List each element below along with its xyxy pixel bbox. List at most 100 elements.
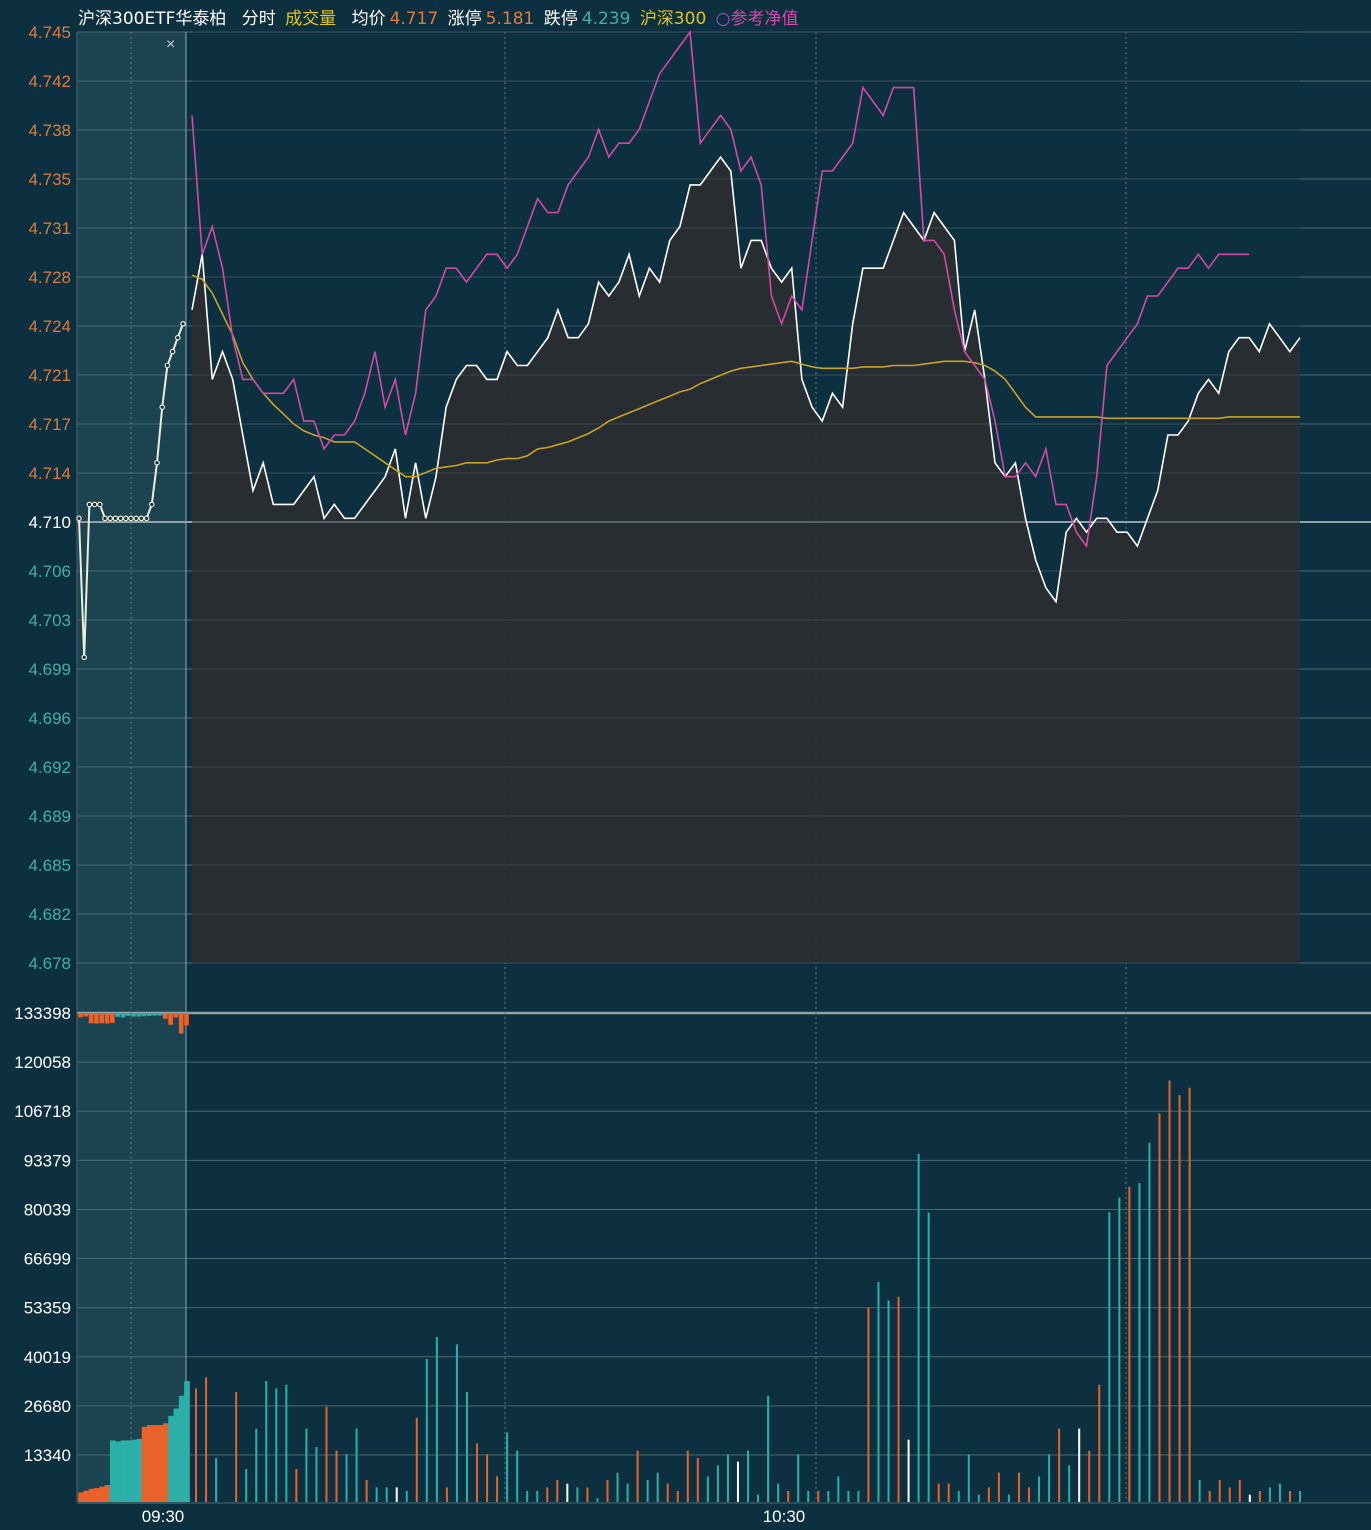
premarket-volume-bar bbox=[157, 1425, 164, 1502]
premarket-volume-bar bbox=[178, 1395, 185, 1502]
premarket-imbalance-bar bbox=[147, 1013, 152, 1016]
premarket-volume-bar bbox=[120, 1440, 127, 1502]
volume-tick-label: 120058 bbox=[14, 1053, 71, 1072]
legend-limit-up-value: 5.181 bbox=[485, 9, 535, 29]
premarket-imbalance-bar bbox=[131, 1013, 136, 1017]
legend-nav-label[interactable]: 参考净值 bbox=[730, 9, 799, 29]
premarket-imbalance-bar bbox=[157, 1013, 163, 1016]
premarket-volume-bar bbox=[125, 1440, 132, 1502]
price-tick-label: 4.689 bbox=[28, 807, 71, 826]
premarket-volume-bar bbox=[104, 1485, 111, 1502]
price-tick-label: 4.745 bbox=[28, 23, 71, 42]
price-tick-label: 4.703 bbox=[28, 611, 71, 630]
premarket-imbalance-bar bbox=[136, 1013, 142, 1017]
premarket-point bbox=[169, 348, 176, 355]
price-tick-label: 4.685 bbox=[28, 856, 71, 875]
volume-tick-label: 93379 bbox=[24, 1151, 71, 1170]
price-tick-label: 4.731 bbox=[28, 219, 71, 238]
premarket-volume-bar bbox=[109, 1440, 116, 1502]
premarket-point bbox=[81, 654, 88, 661]
premarket-imbalance-bar bbox=[104, 1013, 110, 1024]
premarket-imbalance-bar bbox=[99, 1013, 105, 1024]
volume-tick-label: 66699 bbox=[24, 1250, 71, 1269]
legend-limit-up-label: 涨停 bbox=[447, 9, 482, 29]
premarket-point bbox=[107, 515, 114, 522]
price-tick-label: 4.728 bbox=[28, 268, 71, 287]
price-tick-label: 4.678 bbox=[28, 954, 71, 973]
price-tick-label: 4.714 bbox=[28, 464, 71, 483]
premarket-imbalance-bar bbox=[109, 1013, 115, 1023]
premarket-imbalance-bar bbox=[125, 1013, 131, 1016]
premarket-volume-bar bbox=[94, 1488, 100, 1502]
legend-index[interactable]: 沪深300 bbox=[639, 9, 707, 29]
premarket-volume-bar bbox=[131, 1439, 137, 1502]
premarket-point bbox=[133, 515, 140, 522]
legend-limit-down-label: 跌停 bbox=[543, 9, 578, 29]
premarket-imbalance-bar bbox=[83, 1013, 89, 1017]
premarket-volume-bar bbox=[99, 1486, 106, 1502]
premarket-point bbox=[159, 404, 166, 410]
chart-legend: 沪深300ETF华泰柏 分时 成交量 均价 4.717 涨停 5.181 跌停 4.2… bbox=[78, 4, 803, 29]
premarket-imbalance-bar bbox=[94, 1013, 99, 1024]
premarket-point bbox=[138, 515, 145, 522]
premarket-imbalance-bar bbox=[88, 1013, 94, 1024]
price-tick-label: 4.706 bbox=[28, 562, 71, 581]
premarket-imbalance-bar bbox=[168, 1013, 173, 1025]
premarket-volume-bar bbox=[152, 1425, 159, 1502]
premarket-volume-bar bbox=[173, 1408, 180, 1502]
price-tick-label: 4.735 bbox=[28, 170, 71, 189]
legend-period[interactable]: 分时 bbox=[241, 9, 276, 29]
premarket-volume-bar bbox=[78, 1492, 84, 1502]
price-tick-label: 4.721 bbox=[28, 366, 71, 385]
premarket-imbalance-bar bbox=[162, 1013, 168, 1019]
price-tick-label: 4.742 bbox=[28, 72, 71, 91]
volume-tick-label: 13340 bbox=[24, 1446, 71, 1465]
premarket-imbalance-bar bbox=[141, 1013, 147, 1017]
premarket-imbalance-bar bbox=[120, 1013, 126, 1018]
premarket-imbalance-bar bbox=[115, 1013, 120, 1017]
legend-avg-label: 均价 bbox=[351, 9, 386, 29]
price-tick-label: 4.692 bbox=[28, 758, 71, 777]
premarket-volume-bar bbox=[168, 1415, 174, 1502]
volume-tick-label: 53359 bbox=[24, 1299, 71, 1318]
price-area bbox=[192, 157, 1300, 964]
price-tick-label: 4.724 bbox=[28, 317, 71, 336]
volume-tick-label: 80039 bbox=[24, 1200, 71, 1219]
premarket-point bbox=[175, 334, 181, 341]
premarket-volume-bar bbox=[136, 1438, 143, 1502]
close-premarket-icon[interactable]: × bbox=[166, 36, 176, 53]
premarket-volume-bar bbox=[88, 1488, 95, 1502]
price-line bbox=[191, 155, 1301, 604]
legend-volume[interactable]: 成交量 bbox=[285, 9, 337, 29]
premarket-point bbox=[91, 501, 98, 508]
volume-tick-label: 133398 bbox=[14, 1004, 71, 1023]
premarket-point bbox=[123, 515, 129, 522]
price-tick-label: 4.699 bbox=[28, 660, 71, 679]
premarket-volume-bar bbox=[115, 1441, 121, 1502]
premarket-imbalance-bar bbox=[78, 1013, 83, 1018]
premarket-point bbox=[97, 501, 103, 508]
nav-line bbox=[191, 29, 1250, 549]
premarket-point bbox=[143, 515, 150, 522]
premarket-point bbox=[164, 362, 171, 369]
price-tick-label: 4.710 bbox=[28, 513, 71, 532]
price-tick-label: 4.696 bbox=[28, 709, 71, 728]
premarket-point bbox=[112, 515, 119, 522]
price-tick-label: 4.717 bbox=[28, 415, 71, 434]
premarket-point bbox=[128, 515, 134, 522]
premarket-point bbox=[180, 321, 186, 327]
premarket-volume-bar bbox=[184, 1381, 190, 1502]
premarket-volume-bar bbox=[162, 1423, 169, 1502]
avg-price-line bbox=[191, 274, 1300, 478]
volume-tick-label: 26680 bbox=[24, 1397, 71, 1416]
premarket-point bbox=[76, 515, 82, 522]
premarket-point bbox=[86, 501, 93, 508]
premarket-point bbox=[154, 459, 160, 466]
legend-limit-down-value: 4.239 bbox=[581, 9, 631, 29]
premarket-imbalance-bar bbox=[178, 1013, 184, 1034]
premarket-point bbox=[117, 515, 124, 522]
premarket-volume-bar bbox=[83, 1490, 90, 1502]
x-tick-label: 10:30 bbox=[763, 1507, 806, 1526]
